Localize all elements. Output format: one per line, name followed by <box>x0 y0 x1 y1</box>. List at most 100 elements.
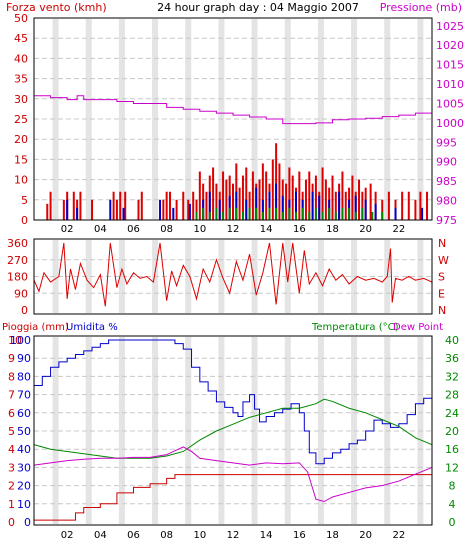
pressure-tick-label: 1010 <box>436 78 464 91</box>
wind-pressure-frame <box>33 17 433 221</box>
wind-calm-bar <box>195 211 198 220</box>
wind-average-bar <box>374 203 377 220</box>
pressure-tick-label: 980 <box>436 195 457 208</box>
pressure-tick-label: 995 <box>436 136 457 149</box>
wind-gust-bar <box>225 179 228 220</box>
hour-tick-label: 22 <box>392 530 405 541</box>
wind-gust-bar <box>381 199 384 220</box>
wind-calm-bar <box>348 207 351 220</box>
wind-speed-tick-label: 0 <box>21 214 28 227</box>
wind-calm-bar <box>228 207 231 220</box>
wind-gust-bar <box>222 171 225 220</box>
wind-calm-bar <box>255 207 258 220</box>
wind-average-bar <box>109 199 112 220</box>
wind-gust-bar <box>278 163 281 220</box>
hour-band <box>317 337 324 524</box>
humidity-tick-label: 40 <box>17 443 31 456</box>
temperature-tick-label: 4 <box>449 498 456 511</box>
wind-direction-marks <box>33 242 433 307</box>
hour-band <box>52 240 59 313</box>
wind-calm-bar <box>288 207 291 220</box>
wind-gust-bar <box>261 163 264 220</box>
hour-tick-label: 02 <box>61 224 74 235</box>
wind-calm-bar <box>202 207 205 220</box>
wind-gust-bar <box>46 203 49 220</box>
hour-band <box>284 337 291 524</box>
compass-tick-label: N <box>438 237 446 250</box>
degrees-tick-label: 0 <box>21 304 28 317</box>
compass-tick-label: N <box>438 304 446 317</box>
wind-average-bar <box>268 191 271 220</box>
wind-gust-bar <box>162 199 165 220</box>
hour-tick-label: 16 <box>293 530 306 541</box>
pressure-tick-label: 1020 <box>436 39 464 52</box>
compass-tick-label: E <box>438 287 445 300</box>
wind-gust-bar <box>137 199 140 220</box>
wind-average-bar <box>338 191 341 220</box>
wind-gust-bar <box>245 167 248 220</box>
hour-band <box>317 240 324 313</box>
hour-tick-label: 20 <box>359 224 372 235</box>
rain-humidity-temperature-frame <box>33 335 433 526</box>
wind-gust-bar <box>407 191 410 220</box>
humidity-tick-label: 80 <box>17 370 31 383</box>
wind-direction-line <box>33 242 433 307</box>
wind-average-bar <box>318 195 321 220</box>
wind-gust-bar <box>308 171 311 220</box>
wind-gust-bar <box>291 175 294 220</box>
wind-gust-bar <box>358 179 361 220</box>
wind-speed-tick-label: 5 <box>21 194 28 207</box>
temperature-line <box>33 398 433 459</box>
pressure-tick-label: 1005 <box>436 97 464 110</box>
wind-speed-tick-label: 25 <box>14 113 28 126</box>
humidity-tick-label: 60 <box>17 407 31 420</box>
wind-average-bar <box>172 207 175 220</box>
wind-average-bar <box>218 199 221 220</box>
wind-gust-bar <box>426 191 429 220</box>
rain-tick-label: 3 <box>8 461 15 474</box>
humidity-tick-label: 0 <box>24 516 31 529</box>
hour-band <box>85 240 92 313</box>
wind-gust-bar <box>419 191 422 220</box>
wind-calm-bar <box>321 211 324 220</box>
hour-tick-label: 14 <box>260 530 273 541</box>
wind-gust-bar <box>187 199 190 220</box>
humidity-tick-label: 10 <box>17 498 31 511</box>
wind-average-bar <box>281 195 284 220</box>
wind-gust-bar <box>251 171 254 220</box>
wind-calm-bar <box>222 211 225 220</box>
wind-gust-bar <box>212 167 215 220</box>
wind-average-bar <box>421 207 424 220</box>
wind-speed-title: Forza vento (kmh) <box>6 1 107 14</box>
pressure-tick-label: 1025 <box>436 20 464 33</box>
pressure-tick-label: 985 <box>436 175 457 188</box>
wind-average-bar <box>208 191 211 220</box>
hour-tick-label: 04 <box>94 224 107 235</box>
wind-average-bar <box>394 207 397 220</box>
rain-humidity-temperature-marks <box>33 339 433 521</box>
wind-gust-bar <box>344 191 347 220</box>
wind-calm-bar <box>208 211 211 220</box>
temperature-tick-label: 0 <box>449 516 456 529</box>
wind-average-bar <box>255 187 258 220</box>
degrees-tick-label: 90 <box>14 287 28 300</box>
degrees-axis: 0 90 180 270 360 <box>7 237 28 317</box>
hour-tick-label: 04 <box>94 530 107 541</box>
pressure-tick-label: 1015 <box>436 59 464 72</box>
wind-calm-bar <box>235 207 238 220</box>
rain-tick-label: 0 <box>8 516 15 529</box>
wind-gust-bar <box>248 191 251 220</box>
hour-tick-label: 06 <box>127 224 140 235</box>
pressure-tick-label: 1000 <box>436 117 464 130</box>
wind-calm-bar <box>261 211 264 220</box>
temperature-axis: 0 4 8 12 16 20 24 28 32 36 40 <box>445 334 459 529</box>
wind-gust-bar <box>140 191 143 220</box>
temperature-tick-label: 8 <box>449 480 456 493</box>
hour-band <box>52 337 59 524</box>
wind-calm-bar <box>268 207 271 220</box>
